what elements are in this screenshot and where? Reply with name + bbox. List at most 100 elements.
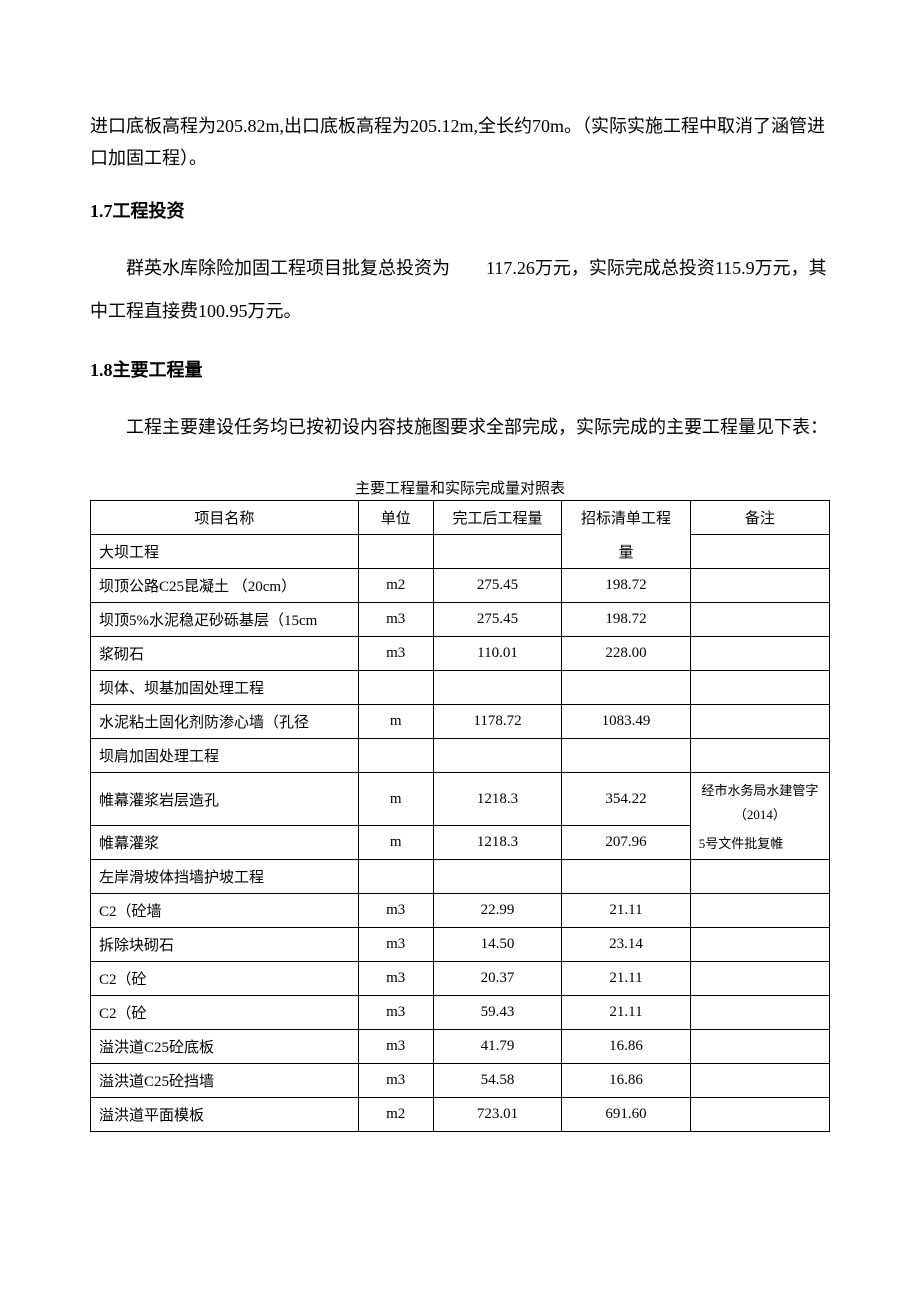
table-row: C2（砼 m3 59.43 21.11 (91, 996, 830, 1030)
table-row: 坝肩加固处理工程 (91, 739, 830, 773)
cell-unit: m3 (358, 928, 433, 962)
cell-completed (433, 535, 562, 569)
section-1-7-heading: 1.7工程投资 (90, 195, 830, 227)
cell-tender: 354.22 (562, 773, 691, 826)
cell-completed: 275.45 (433, 569, 562, 603)
th-tender-1: 招标清单工程 (562, 501, 691, 535)
cell-tender: 228.00 (562, 637, 691, 671)
cell-tender: 量 (562, 535, 691, 569)
cell-name: 大坝工程 (91, 535, 359, 569)
cell-name: 溢洪道平面模板 (91, 1098, 359, 1132)
table-row: 坝体、坝基加固处理工程 (91, 671, 830, 705)
cell-unit: m3 (358, 637, 433, 671)
cell-name: C2（砼 (91, 996, 359, 1030)
cell-tender: 691.60 (562, 1098, 691, 1132)
cell-unit: m3 (358, 603, 433, 637)
cell-tender: 207.96 (562, 826, 691, 860)
cell-tender (562, 739, 691, 773)
th-remark: 备注 (690, 501, 829, 535)
cell-tender: 16.86 (562, 1030, 691, 1064)
table-row: 坝顶公路C25昆凝土 （20cm） m2 275.45 198.72 (91, 569, 830, 603)
cell-remark (690, 928, 829, 962)
cell-unit (358, 535, 433, 569)
th-name: 项目名称 (91, 501, 359, 535)
cell-name: 浆砌石 (91, 637, 359, 671)
table-row: 帷幕灌浆岩层造孔 m 1218.3 354.22 经市水务局水建管字 （2014… (91, 773, 830, 826)
table-row: 坝顶5%水泥稳疋砂砾基层（15cm m3 275.45 198.72 (91, 603, 830, 637)
cell-completed: 1178.72 (433, 705, 562, 739)
cell-tender: 198.72 (562, 603, 691, 637)
cell-completed: 20.37 (433, 962, 562, 996)
cell-remark (690, 962, 829, 996)
table-body: 大坝工程 量 坝顶公路C25昆凝土 （20cm） m2 275.45 198.7… (91, 535, 830, 1132)
cell-completed: 41.79 (433, 1030, 562, 1064)
intro-paragraph: 进口底板高程为205.82m,出口底板高程为205.12m,全长约70m。（实际… (90, 110, 830, 175)
cell-name: 坝顶5%水泥稳疋砂砾基层（15cm (91, 603, 359, 637)
remark-line-2: （2014） (734, 807, 786, 822)
cell-remark: 5号文件批复帷 (690, 826, 829, 860)
cell-completed: 54.58 (433, 1064, 562, 1098)
cell-completed: 1218.3 (433, 773, 562, 826)
cell-name: C2（砼 (91, 962, 359, 996)
cell-tender (562, 860, 691, 894)
table-row: 左岸滑坡体挡墙护坡工程 (91, 860, 830, 894)
cell-name: 水泥粘土固化剂防渗心墙（孔径 (91, 705, 359, 739)
cell-remark (690, 894, 829, 928)
cell-completed: 110.01 (433, 637, 562, 671)
table-row: 溢洪道C25砼底板 m3 41.79 16.86 (91, 1030, 830, 1064)
cell-unit: m2 (358, 1098, 433, 1132)
cell-remark (690, 739, 829, 773)
cell-unit: m3 (358, 1064, 433, 1098)
cell-remark (690, 1030, 829, 1064)
table-title: 主要工程量和实际完成量对照表 (90, 477, 830, 498)
cell-completed: 723.01 (433, 1098, 562, 1132)
cell-name: 溢洪道C25砼挡墙 (91, 1064, 359, 1098)
th-unit: 单位 (358, 501, 433, 535)
quantity-comparison-table: 项目名称 单位 完工后工程量 招标清单工程 备注 大坝工程 量 坝顶公路C25昆… (90, 500, 830, 1132)
cell-name: 坝顶公路C25昆凝土 （20cm） (91, 569, 359, 603)
cell-tender: 21.11 (562, 996, 691, 1030)
cell-unit (358, 739, 433, 773)
cell-tender: 23.14 (562, 928, 691, 962)
table-row: 拆除块砌石 m3 14.50 23.14 (91, 928, 830, 962)
cell-tender: 21.11 (562, 962, 691, 996)
cell-completed: 1218.3 (433, 826, 562, 860)
cell-completed (433, 671, 562, 705)
cell-tender: 198.72 (562, 569, 691, 603)
cell-unit: m (358, 705, 433, 739)
cell-name: 坝肩加固处理工程 (91, 739, 359, 773)
cell-name: 帷幕灌浆 (91, 826, 359, 860)
cell-name: C2（砼墙 (91, 894, 359, 928)
cell-remark (690, 1098, 829, 1132)
cell-tender (562, 671, 691, 705)
cell-unit: m3 (358, 996, 433, 1030)
cell-tender: 1083.49 (562, 705, 691, 739)
cell-name: 溢洪道C25砼底板 (91, 1030, 359, 1064)
section-1-8-heading: 1.8主要工程量 (90, 354, 830, 386)
cell-completed: 14.50 (433, 928, 562, 962)
cell-unit (358, 671, 433, 705)
cell-remark (690, 705, 829, 739)
cell-unit: m3 (358, 1030, 433, 1064)
cell-completed (433, 860, 562, 894)
table-row: 浆砌石 m3 110.01 228.00 (91, 637, 830, 671)
cell-remark (690, 637, 829, 671)
table-row: C2（砼墙 m3 22.99 21.11 (91, 894, 830, 928)
cell-unit: m3 (358, 962, 433, 996)
cell-tender: 21.11 (562, 894, 691, 928)
cell-remark (690, 996, 829, 1030)
cell-remark (690, 671, 829, 705)
cell-remark (690, 1064, 829, 1098)
cell-remark (690, 569, 829, 603)
cell-remark (690, 860, 829, 894)
cell-remark (690, 535, 829, 569)
cell-name: 拆除块砌石 (91, 928, 359, 962)
th-completed: 完工后工程量 (433, 501, 562, 535)
cell-completed: 59.43 (433, 996, 562, 1030)
cell-tender: 16.86 (562, 1064, 691, 1098)
table-row: C2（砼 m3 20.37 21.11 (91, 962, 830, 996)
cell-completed: 22.99 (433, 894, 562, 928)
cell-unit (358, 860, 433, 894)
cell-completed: 275.45 (433, 603, 562, 637)
cell-name: 坝体、坝基加固处理工程 (91, 671, 359, 705)
